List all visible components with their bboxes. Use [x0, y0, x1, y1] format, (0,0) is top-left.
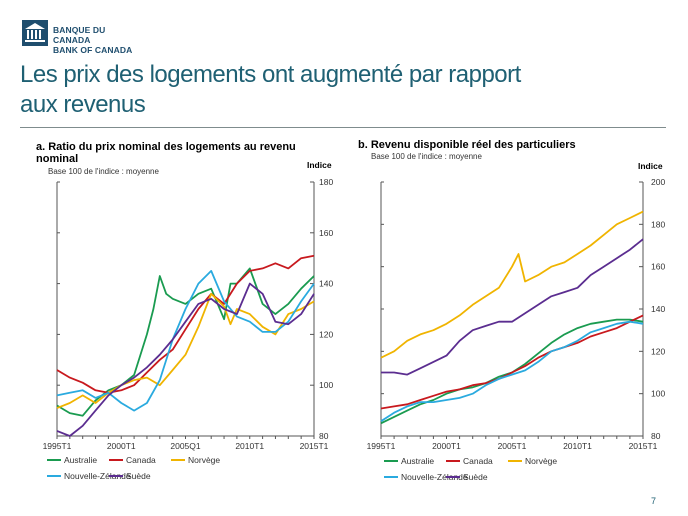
chart-a-ytick-label: 180	[319, 177, 333, 187]
chart-a-legend-label: Nouvelle-Zélande	[64, 471, 131, 481]
chart-a-legend-label: Norvège	[188, 455, 220, 465]
logo-text: BANQUE DU CANADA BANK OF CANADA	[53, 25, 142, 55]
chart-a-series-canada	[56, 254, 315, 394]
chart-b-legend-label: Nouvelle-Zélande	[401, 472, 468, 482]
chart-b-ytick-label: 100	[651, 389, 665, 399]
page-title-line2: aux revenus	[20, 91, 146, 118]
chart-b-legend-label: Canada	[463, 456, 493, 466]
chart-a-series-nouvelle-z-lande	[56, 269, 315, 412]
chart-b-ytick-label: 200	[651, 177, 665, 187]
chart-b-series-norv-ge	[380, 210, 644, 359]
chart-b-ytick-label: 140	[651, 304, 665, 314]
chart-a-ytick-label: 160	[319, 228, 333, 238]
chart-b-xtick-label: 2005T1	[498, 441, 527, 451]
chart-b-ytick-label: 80	[651, 431, 661, 441]
chart-b-series-nouvelle-z-lande	[380, 320, 644, 422]
chart-b-legend-label: Suède	[463, 472, 488, 482]
chart-a-series-norv-ge	[56, 292, 315, 409]
bank-logo: BANQUE DU CANADA BANK OF CANADA	[22, 20, 142, 55]
chart-a-ytick-label: 80	[319, 431, 329, 441]
logo-line-fr: BANQUE DU CANADA	[53, 25, 106, 45]
page-number: 7	[651, 496, 657, 506]
chart-b-legend-label: Norvège	[525, 456, 557, 466]
chart-b-ylabel: Indice	[638, 161, 663, 171]
title-divider	[20, 127, 666, 128]
chart-b-ytick-label: 120	[651, 346, 665, 356]
chart-a-ytick-label: 100	[319, 380, 333, 390]
chart-b-series-canada	[380, 314, 644, 410]
chart-a-xtick-label: 2015T1	[300, 441, 329, 451]
chart-b-ytick-label: 160	[651, 262, 665, 272]
chart-a-legend-label: Australie	[64, 455, 97, 465]
chart-a-xtick-label: 2000T1	[107, 441, 136, 451]
page-title: Les prix des logements ont augmenté par …	[20, 60, 620, 120]
chart-a-xtick-label: 1995T1	[43, 441, 72, 451]
bank-building-icon	[22, 20, 48, 46]
chart-b-legend-label: Australie	[401, 456, 434, 466]
chart-b-xtick-label: 2000T1	[432, 441, 461, 451]
chart-a-legend-label: Canada	[126, 455, 156, 465]
chart-a-series-su-de	[56, 282, 315, 437]
chart-b-xtick-label: 2015T1	[629, 441, 658, 451]
page-title-line1: Les prix des logements ont augmenté par …	[20, 61, 521, 88]
chart-b-series-su-de	[381, 238, 644, 376]
chart-a-ylabel: Indice	[307, 160, 332, 170]
chart-b-title: b. Revenu disponible réel des particulie…	[358, 139, 576, 151]
chart-a-xtick-label: 2010T1	[235, 441, 264, 451]
chart-a-subtitle: Base 100 de l'indice : moyenne	[48, 167, 159, 176]
chart-b-subtitle: Base 100 de l'indice : moyenne	[371, 152, 482, 161]
logo-line-en: BANK OF CANADA	[53, 45, 133, 55]
chart-b-ytick-label: 180	[651, 219, 665, 229]
chart-a-xtick-label: 2005Q1	[170, 441, 201, 451]
chart-a-ytick-label: 120	[319, 329, 333, 339]
chart-a-ytick-label: 140	[319, 279, 333, 289]
chart-a-title: a. Ratio du prix nominal des logements a…	[36, 141, 296, 165]
chart-b-xtick-label: 2010T1	[563, 441, 592, 451]
chart-a-legend-label: Suède	[126, 471, 151, 481]
chart-b-xtick-label: 1995T1	[367, 441, 396, 451]
